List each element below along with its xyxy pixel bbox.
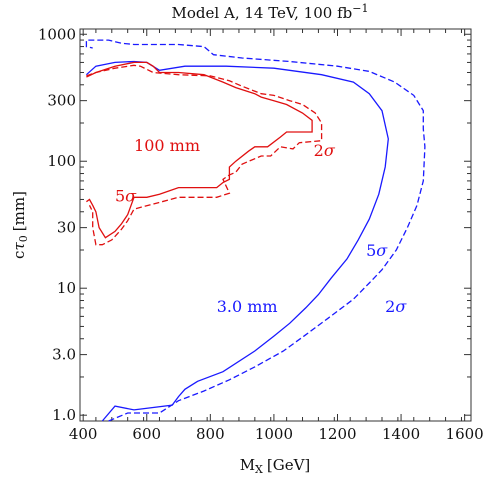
y-tick-label-0: 1.0 xyxy=(52,406,76,424)
annotation-layer: 100 mm 5σ 2σ 5σ 2σ 3.0 mm xyxy=(115,136,407,316)
annotation-0: 100 mm xyxy=(134,136,200,155)
y-tick-label-2: 10 xyxy=(57,279,76,297)
annotation-5: 3.0 mm xyxy=(217,297,278,316)
y-tick-label-5: 300 xyxy=(47,92,76,110)
x-tick-label-0: 400 xyxy=(69,425,98,443)
x-tick-label-4: 1200 xyxy=(318,425,356,443)
y-tick-label-6: 1000 xyxy=(38,25,76,43)
annotation-3: 5σ xyxy=(366,241,388,260)
y-axis-label-sub: 0 xyxy=(17,235,30,242)
contour-series-3 xyxy=(86,64,323,246)
series-layer xyxy=(85,39,426,422)
annotation-4: 2σ xyxy=(385,297,407,316)
x-tick-label-6: 1600 xyxy=(446,425,484,443)
contour-series-0 xyxy=(85,60,389,422)
chart-title-superscript: −1 xyxy=(352,2,368,15)
x-tick-label-5: 1400 xyxy=(382,425,420,443)
contour-series-2 xyxy=(86,61,313,239)
y-tick-label-1: 3.0 xyxy=(52,346,76,364)
annotation-2: 2σ xyxy=(314,141,336,160)
y-tick-label-3: 30 xyxy=(57,219,76,237)
annotation-1: 5σ xyxy=(115,187,137,206)
y-axis-label: cτ0[mm] xyxy=(10,191,30,259)
plot-frame xyxy=(79,28,472,422)
chart-title: Model A, 14 TeV, 100 fb−1 xyxy=(172,2,369,22)
x-axis-label-sub: X xyxy=(255,463,263,476)
axis-ticks: 400 600 800 1000 1200 1400 1600 1.0 3.0 10 30 100 30… xyxy=(38,25,484,443)
x-tick-label-2: 800 xyxy=(196,425,225,443)
x-axis-label: MX [GeV] xyxy=(240,456,311,476)
y-tick-label-4: 100 xyxy=(47,152,76,170)
x-tick-label-3: 1000 xyxy=(255,425,293,443)
x-tick-label-1: 600 xyxy=(132,425,161,443)
contour-series-1 xyxy=(85,39,426,422)
